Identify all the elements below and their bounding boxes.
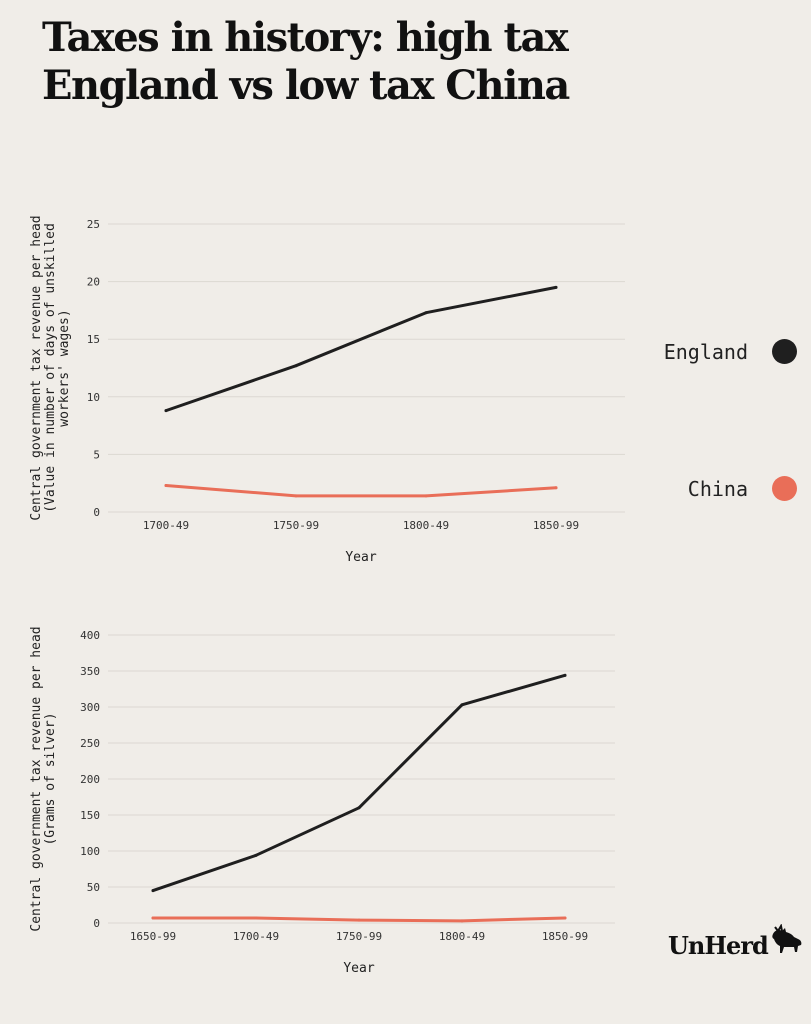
x-tick-label: 1650-99 [130, 930, 176, 943]
y-tick-label: 400 [80, 629, 100, 642]
y-tick-label: 20 [87, 276, 100, 289]
y-tick-label: 250 [80, 737, 100, 750]
series-line-england [151, 673, 567, 893]
x-tick-label: 1800-49 [439, 930, 485, 943]
series-line-england [164, 285, 558, 413]
data-point-england [151, 889, 155, 893]
y-axis-label-line: Central government tax revenue per head [29, 215, 44, 520]
y-axis-label-line: Central government tax revenue per head [29, 626, 44, 931]
x-axis-label: Year [343, 961, 374, 976]
y-tick-label: 100 [80, 845, 100, 858]
x-axis-label: Year [345, 550, 376, 565]
unherd-logo: UnHerd [668, 924, 804, 960]
x-tick-label: 1700-49 [233, 930, 279, 943]
data-point-china [151, 916, 155, 920]
title-line-1: Taxes in history: high tax [42, 14, 569, 61]
legend-swatch-england [772, 339, 797, 364]
y-tick-label: 25 [87, 218, 100, 231]
legend-label-china: China [687, 476, 748, 501]
data-point-england [357, 806, 361, 810]
data-point-china [563, 916, 567, 920]
x-tick-label: 1850-99 [542, 930, 588, 943]
logo-wordmark: UnHerd [668, 931, 769, 960]
data-point-england [254, 853, 258, 857]
data-point-china [554, 486, 558, 490]
y-tick-label: 350 [80, 665, 100, 678]
data-point-england [460, 703, 464, 707]
y-axis-label-line: (Value in number of days of unskilled [43, 223, 58, 513]
x-tick-label: 1750-99 [273, 519, 319, 532]
x-tick-label: 1850-99 [533, 519, 579, 532]
y-tick-label: 50 [87, 881, 100, 894]
data-point-china [424, 494, 428, 498]
title-line-2: England vs low tax China [42, 62, 570, 109]
y-tick-label: 0 [93, 506, 100, 519]
y-tick-label: 150 [80, 809, 100, 822]
data-point-china [357, 918, 361, 922]
x-tick-label: 1750-99 [336, 930, 382, 943]
legend-label-england: England [663, 339, 748, 364]
y-tick-label: 300 [80, 701, 100, 714]
data-point-england [424, 311, 428, 315]
x-tick-label: 1700-49 [143, 519, 189, 532]
series-line-china [164, 484, 558, 498]
page-title: Taxes in history: high tax England vs lo… [42, 14, 682, 110]
data-point-china [254, 916, 258, 920]
x-tick-label: 1800-49 [403, 519, 449, 532]
chart-days-wages: 0 5 10 15 20 25 1700-49 1750-99 1800-49 1850-99 Ye… [29, 215, 625, 565]
y-tick-label: 15 [87, 333, 100, 346]
y-tick-label: 200 [80, 773, 100, 786]
data-point-england [554, 285, 558, 289]
y-axis-label: Central government tax revenue per head(… [29, 626, 58, 931]
data-point-england [294, 364, 298, 368]
data-point-china [294, 494, 298, 498]
y-tick-label: 0 [93, 917, 100, 930]
legend-item-china: China [688, 476, 797, 501]
data-point-china [164, 484, 168, 488]
moose-icon [772, 924, 802, 953]
legend-swatch-china [772, 476, 797, 501]
y-tick-label: 5 [93, 448, 100, 461]
data-point-england [164, 409, 168, 413]
y-axis-label-line: (Grams of silver) [43, 712, 58, 845]
chart-grams-silver: 0 50 100 150 200 250 300 350 400 1650-99 1700-49 17… [29, 626, 615, 976]
data-point-england [563, 673, 567, 677]
y-tick-label: 10 [87, 391, 100, 404]
y-axis-label: Central government tax revenue per head(… [29, 215, 72, 520]
legend-item-england: England [664, 339, 797, 364]
data-point-china [460, 919, 464, 923]
y-axis-label-line: workers' wages) [57, 309, 72, 426]
